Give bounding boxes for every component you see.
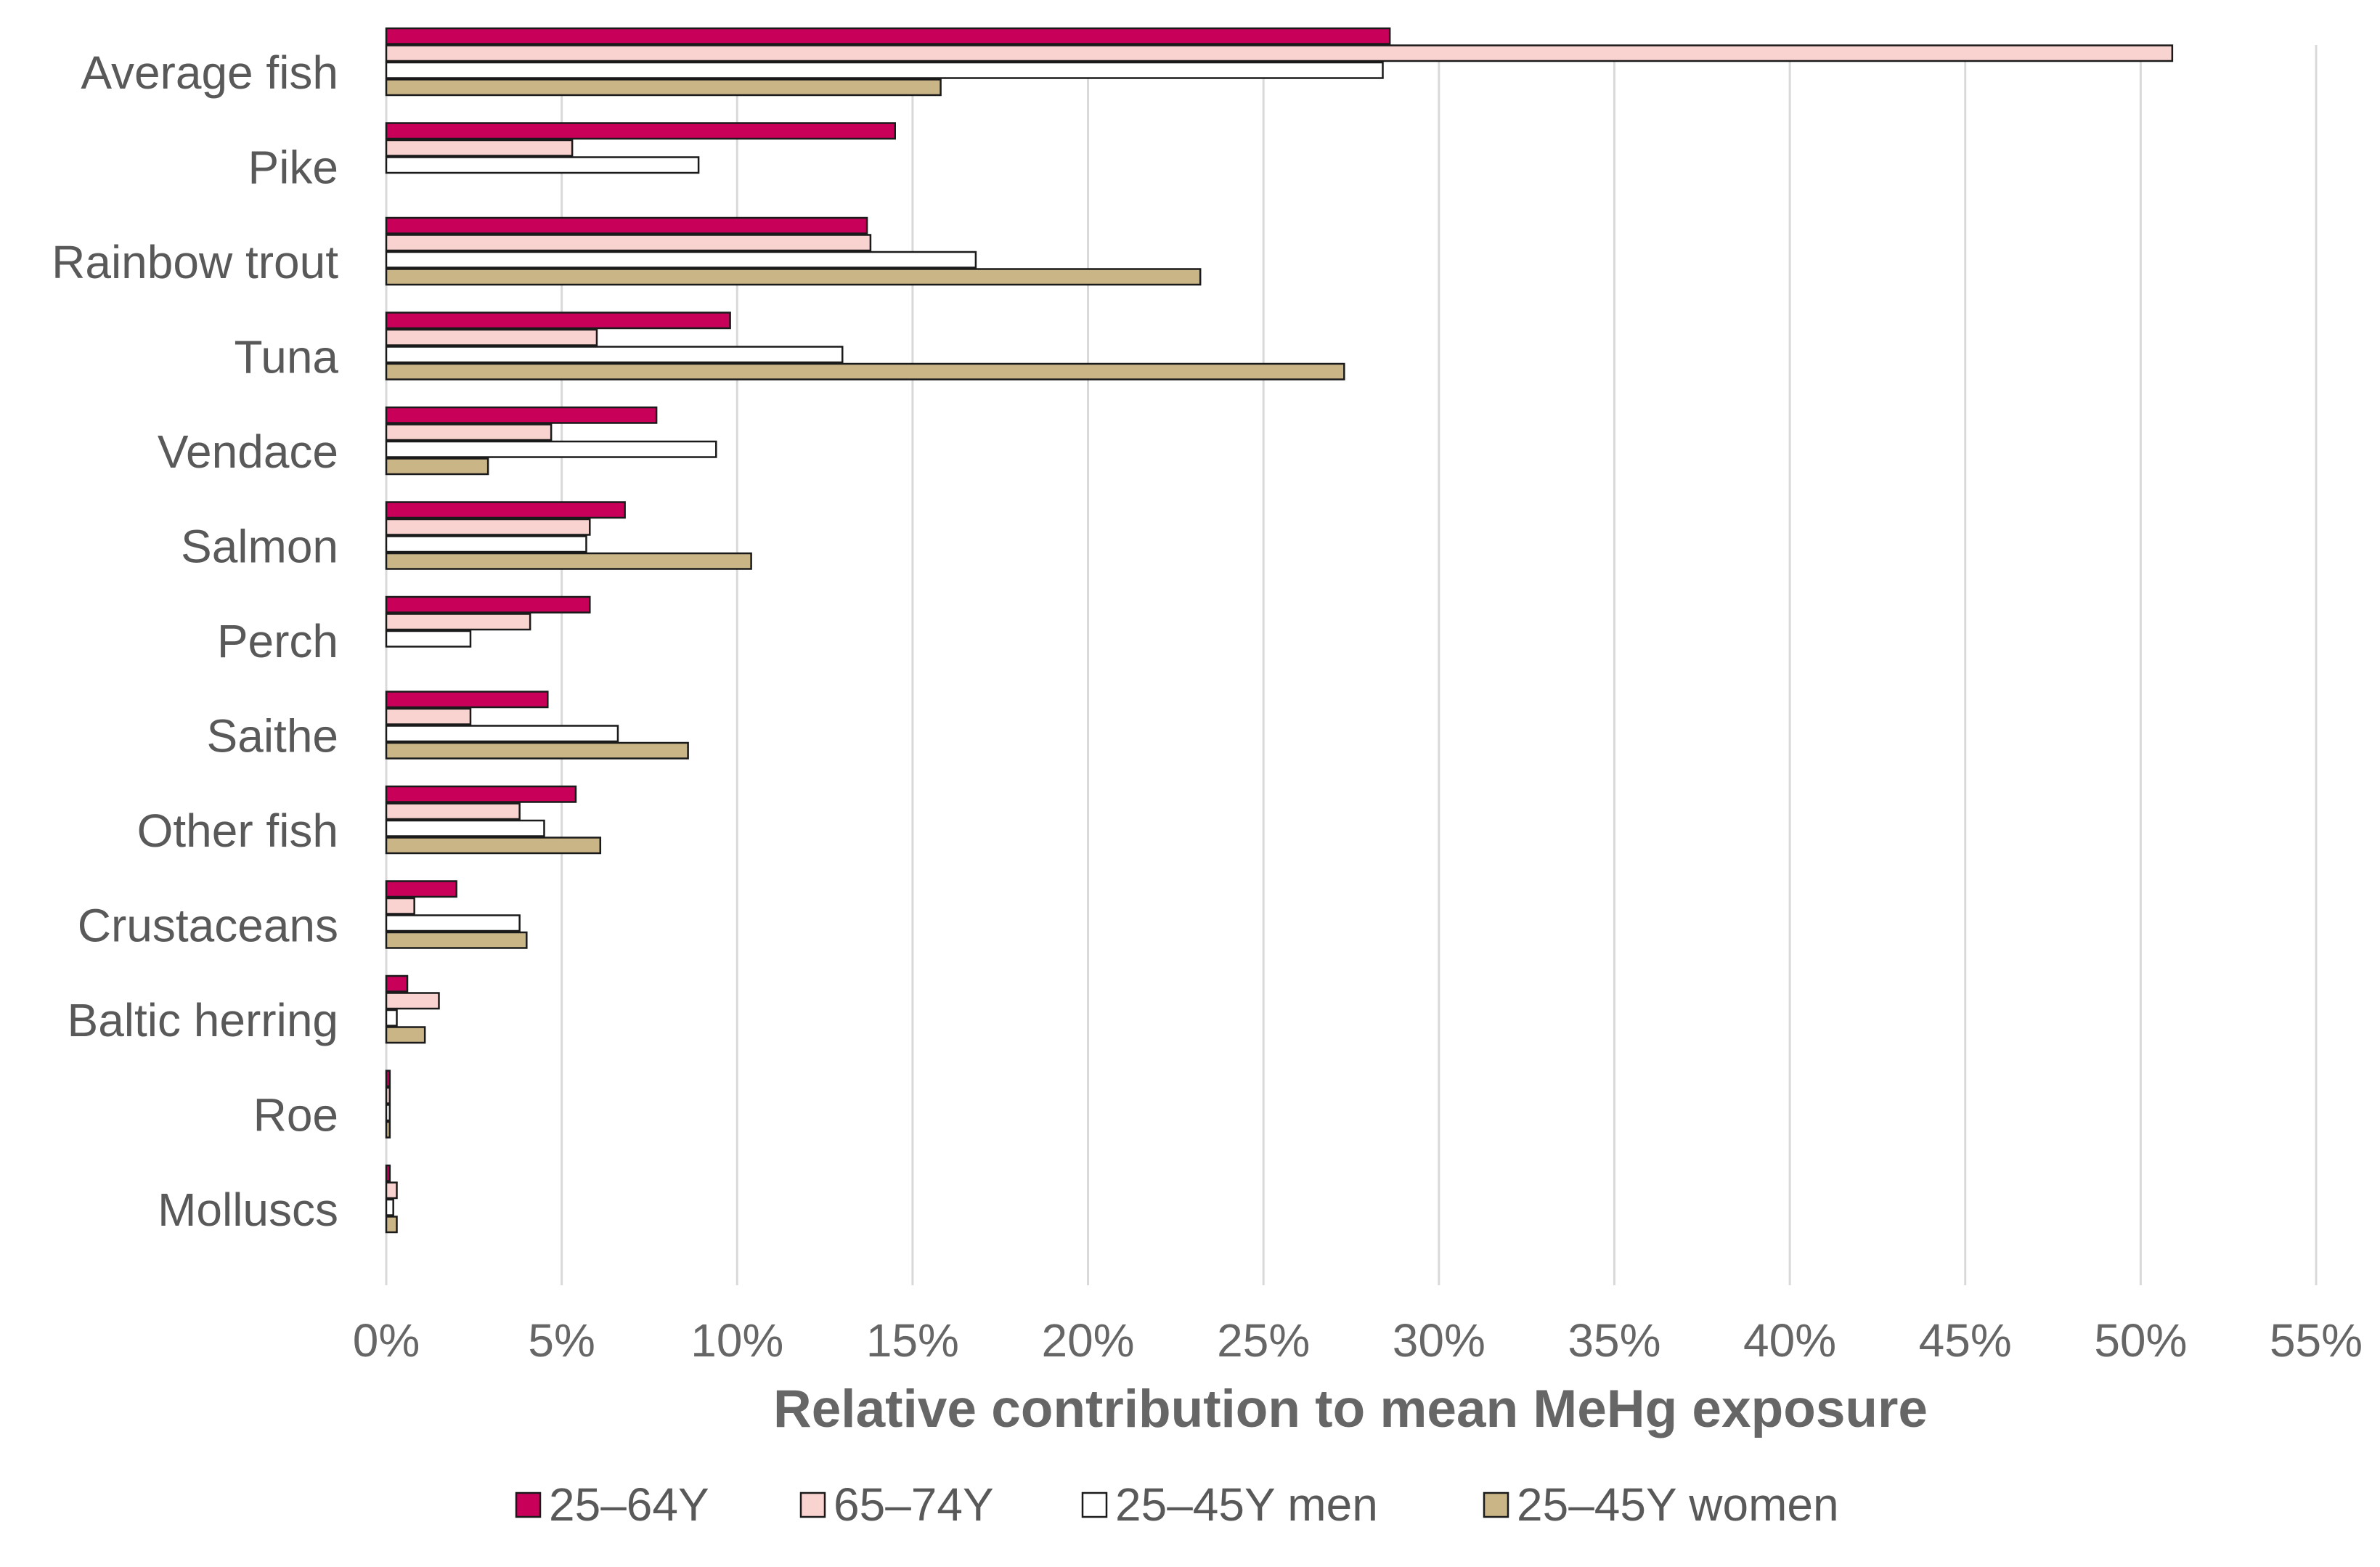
x-tick-label-40: 40% <box>1743 1314 1836 1367</box>
bar-rainbow-trout-65-74y <box>385 234 872 252</box>
bar-molluscs-25-45y-women <box>385 1216 398 1234</box>
bar-saithe-25-64y <box>385 691 549 709</box>
legend-label-25-45y-women: 25–45Y women <box>1517 1478 1839 1531</box>
bar-roe-25-45y-women <box>385 1120 391 1139</box>
bar-perch-25-64y <box>385 595 591 614</box>
legend-label-25-45y-men: 25–45Y men <box>1115 1478 1378 1531</box>
category-label-roe: Roe <box>253 1088 338 1141</box>
bar-saithe-25-45y-men <box>385 725 619 743</box>
bar-vendace-25-64y <box>385 406 658 424</box>
x-tick-label-0: 0% <box>353 1314 420 1367</box>
x-axis-title: Relative contribution to mean MeHg expos… <box>773 1380 1928 1438</box>
bar-pike-25-45y-men <box>385 156 700 174</box>
x-tick-label-30: 30% <box>1393 1314 1486 1367</box>
bar-perch-65-74y <box>385 613 531 631</box>
bars <box>385 27 2174 1234</box>
category-label-perch: Perch <box>217 615 338 667</box>
category-label-crustaceans: Crustaceans <box>78 899 338 951</box>
x-tick-label-55: 55% <box>2270 1314 2363 1367</box>
x-tick-label-50: 50% <box>2094 1314 2187 1367</box>
bar-saithe-65-74y <box>385 707 472 725</box>
bar-tuna-25-45y-women <box>385 362 1345 380</box>
bar-tuna-65-74y <box>385 328 598 346</box>
bar-average-fish-25-45y-men <box>385 61 1384 79</box>
category-label-baltic-herring: Baltic herring <box>68 994 339 1046</box>
bar-saithe-25-45y-women <box>385 741 689 760</box>
category-label-pike: Pike <box>248 141 339 193</box>
legend-item-25-64y: 25–64Y <box>515 1478 709 1531</box>
bar-perch-25-45y-men <box>385 630 472 648</box>
bar-molluscs-25-64y <box>385 1164 391 1182</box>
bar-roe-25-45y-men <box>385 1104 391 1122</box>
bar-other-fish-65-74y <box>385 802 521 821</box>
bar-vendace-25-45y-men <box>385 440 717 458</box>
legend-swatch-25-45y-men <box>1081 1491 1108 1518</box>
category-label-molluscs: Molluscs <box>158 1184 338 1236</box>
bar-salmon-65-74y <box>385 518 591 536</box>
bar-baltic-herring-25-64y <box>385 974 409 993</box>
bar-other-fish-25-45y-men <box>385 819 545 837</box>
x-tick-label-20: 20% <box>1041 1314 1134 1367</box>
legend: 25–64Y 65–74Y 25–45Y men 25–45Y women <box>515 1478 1839 1531</box>
x-tick-labels: 0% 5% 10% 15% 20% 25% 30% 35% 40% 45% 50% 55% <box>353 1314 2363 1367</box>
x-tick-label-45: 45% <box>1919 1314 2012 1367</box>
bar-baltic-herring-65-74y <box>385 992 440 1010</box>
bar-average-fish-25-45y-women <box>385 78 942 97</box>
bar-pike-65-74y <box>385 139 574 157</box>
category-label-tuna: Tuna <box>235 330 339 383</box>
category-labels: Average fish Pike Rainbow trout Tuna Vendace… <box>52 46 338 1236</box>
legend-label-25-64y: 25–64Y <box>549 1478 709 1531</box>
bar-salmon-25-45y-men <box>385 535 587 553</box>
bar-molluscs-65-74y <box>385 1181 398 1200</box>
bar-crustaceans-25-64y <box>385 880 457 898</box>
bar-average-fish-25-64y <box>385 27 1391 45</box>
bar-rainbow-trout-25-45y-men <box>385 251 977 269</box>
category-label-average-fish: Average fish <box>81 46 338 99</box>
legend-item-25-45y-men: 25–45Y men <box>1081 1478 1378 1531</box>
legend-swatch-25-45y-women <box>1483 1491 1509 1518</box>
x-tick-label-5: 5% <box>528 1314 595 1367</box>
x-tick-label-10: 10% <box>690 1314 783 1367</box>
category-label-rainbow-trout: Rainbow trout <box>52 236 338 288</box>
bar-baltic-herring-25-45y-men <box>385 1009 398 1027</box>
bar-crustaceans-25-45y-women <box>385 931 528 949</box>
bar-other-fish-25-64y <box>385 785 577 803</box>
bar-tuna-25-45y-men <box>385 346 844 364</box>
bar-molluscs-25-45y-men <box>385 1198 394 1216</box>
bar-baltic-herring-25-45y-women <box>385 1026 426 1044</box>
x-tick-label-15: 15% <box>866 1314 959 1367</box>
bar-other-fish-25-45y-women <box>385 837 602 855</box>
category-label-saithe: Saithe <box>207 709 338 762</box>
legend-item-65-74y: 65–74Y <box>799 1478 994 1531</box>
bar-vendace-65-74y <box>385 423 553 441</box>
bar-salmon-25-64y <box>385 501 626 519</box>
bar-roe-65-74y <box>385 1086 391 1104</box>
legend-item-25-45y-women: 25–45Y women <box>1483 1478 1839 1531</box>
bar-rainbow-trout-25-45y-women <box>385 268 1202 286</box>
legend-label-65-74y: 65–74Y <box>834 1478 994 1531</box>
bar-roe-25-64y <box>385 1070 391 1088</box>
x-tick-label-35: 35% <box>1568 1314 1660 1367</box>
category-label-other-fish: Other fish <box>137 805 338 857</box>
bar-vendace-25-45y-women <box>385 457 489 476</box>
bar-rainbow-trout-25-64y <box>385 216 868 235</box>
bar-crustaceans-65-74y <box>385 897 415 915</box>
legend-swatch-65-74y <box>799 1491 826 1518</box>
legend-swatch-25-64y <box>515 1491 542 1518</box>
x-tick-label-25: 25% <box>1217 1314 1310 1367</box>
bar-average-fish-65-74y <box>385 44 2174 62</box>
bar-crustaceans-25-45y-men <box>385 914 521 932</box>
bar-pike-25-64y <box>385 122 896 140</box>
category-label-vendace: Vendace <box>158 426 338 478</box>
bar-tuna-25-64y <box>385 312 731 330</box>
category-label-salmon: Salmon <box>181 520 338 572</box>
bar-salmon-25-45y-women <box>385 552 752 570</box>
